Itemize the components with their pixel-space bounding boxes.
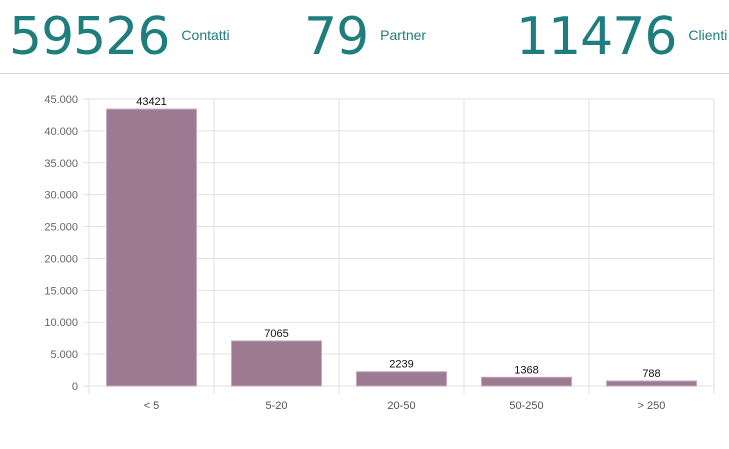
bar-value-label: 788 (642, 368, 660, 380)
y-tick-label: 40.000 (44, 126, 78, 138)
bar-chart: 0 5.000 10.000 15.000 20.000 25.000 30.000 35.0… (44, 94, 715, 412)
kpi-partner-label: Partner (380, 27, 427, 43)
bar-value-label: 43421 (136, 96, 167, 108)
y-tick-label: 5.000 (50, 349, 78, 361)
label-layer: 0 5.000 10.000 15.000 20.000 25.000 30.000 35.0… (44, 94, 665, 412)
y-tick-label: 30.000 (44, 190, 78, 202)
bar-0[interactable] (106, 108, 197, 387)
bar-value-label: 1368 (514, 364, 538, 376)
y-tick-label: 35.000 (44, 158, 78, 170)
bar-3[interactable] (481, 376, 572, 387)
x-category-label: 20-50 (387, 400, 415, 412)
x-category-label: > 250 (638, 400, 666, 412)
kpi-partner-value: 79 (304, 7, 369, 67)
y-tick-label: 20.000 (44, 253, 78, 265)
bar-4[interactable] (606, 380, 697, 387)
y-tick-label: 15.000 (44, 285, 78, 297)
kpi-clienti-label: Clienti (688, 27, 728, 43)
y-tick-label: 0 (72, 381, 78, 393)
bar-value-label: 7065 (264, 328, 288, 340)
kpi-contatti-label: Contatti (181, 27, 230, 43)
bar-layer (106, 108, 697, 387)
y-tick-label: 45.000 (44, 94, 78, 106)
kpi-partner: 79 Partner (304, 8, 426, 66)
y-tick-label: 25.000 (44, 222, 78, 234)
bar-value-label: 2239 (389, 359, 413, 371)
kpi-clienti-value: 11476 (516, 7, 677, 67)
kpi-contatti: 59526 Contatti (9, 8, 230, 66)
bar-2[interactable] (356, 371, 447, 387)
y-tick-label: 10.000 (44, 317, 78, 329)
bar-1[interactable] (231, 340, 322, 387)
x-category-label: < 5 (144, 400, 160, 412)
kpi-clienti: 11476 Clienti (516, 8, 727, 66)
kpi-summary-bar: 59526 Contatti 79 Partner 11476 Clienti (0, 0, 729, 74)
x-category-label: 5-20 (265, 400, 287, 412)
kpi-contatti-value: 59526 (9, 7, 170, 67)
x-category-label: 50-250 (509, 400, 543, 412)
